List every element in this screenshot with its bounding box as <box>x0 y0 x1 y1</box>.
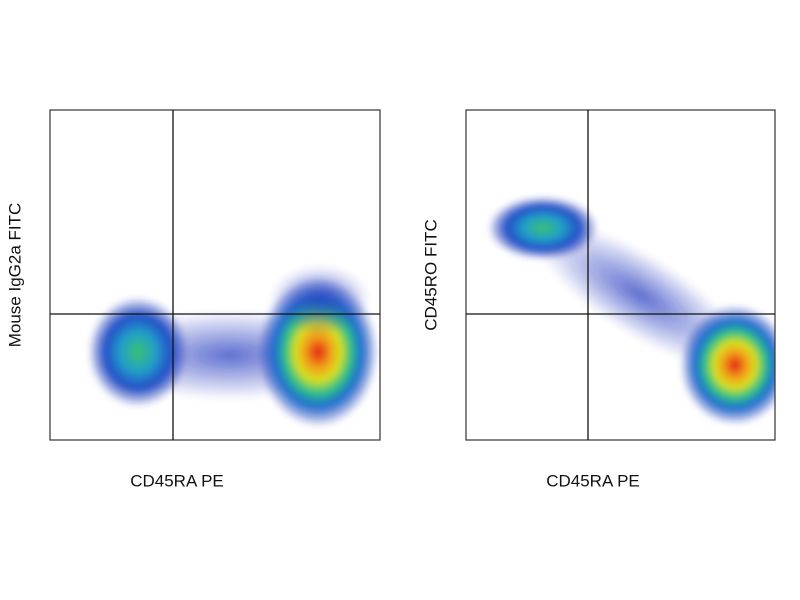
density-cloud <box>488 196 775 425</box>
plot-frame <box>49 109 381 441</box>
y-axis-label: Mouse IgG2a FITC <box>5 203 24 348</box>
density-cloud <box>88 265 378 427</box>
x-axis-label: CD45RA PE <box>546 471 640 490</box>
y-axis-label: CD45RO FITC <box>421 219 440 330</box>
x-axis-label: CD45RA PE <box>130 471 224 490</box>
plot-frame <box>465 109 776 441</box>
plot-panel: CD45RA PE Mouse IgG2a FITC <box>5 109 381 490</box>
plot-panel: CD45RA PE CD45RO FITC <box>421 109 776 490</box>
